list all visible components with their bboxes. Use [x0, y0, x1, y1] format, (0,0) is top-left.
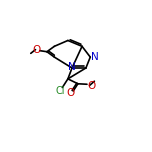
Text: Cl: Cl: [56, 86, 65, 96]
Text: O: O: [67, 88, 75, 98]
Text: N: N: [68, 62, 76, 72]
Text: O: O: [32, 45, 41, 55]
Text: O: O: [88, 81, 96, 91]
Text: N: N: [91, 52, 99, 62]
